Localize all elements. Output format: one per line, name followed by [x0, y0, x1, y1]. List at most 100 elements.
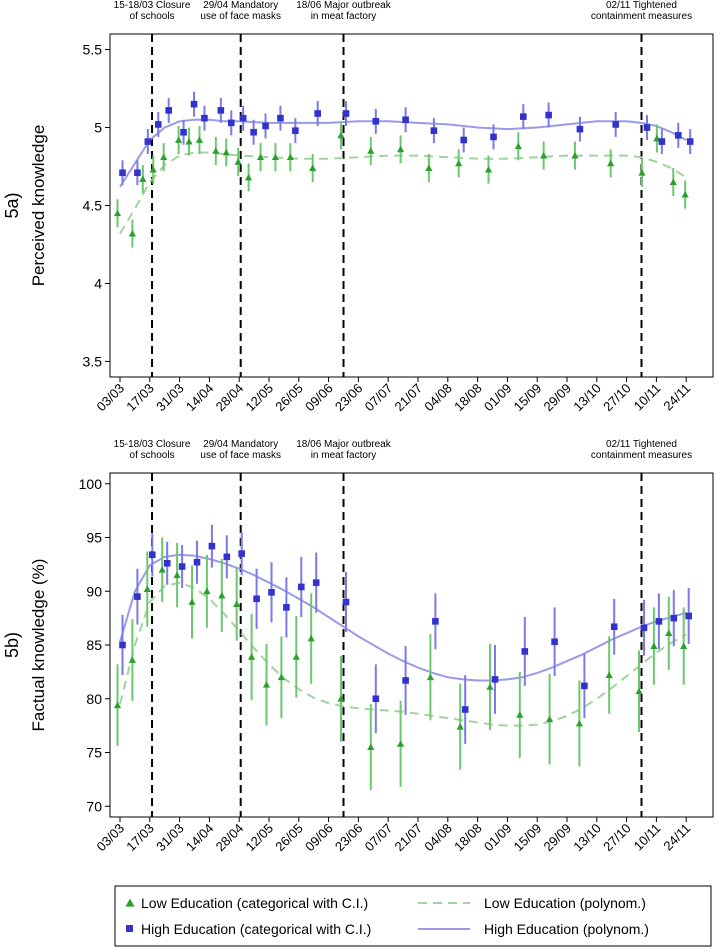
- high-education-point: [149, 551, 156, 558]
- high-education-point: [460, 136, 468, 144]
- high-education-point: [372, 118, 380, 125]
- event-label: 02/11 Tightened containment measures: [591, 0, 692, 22]
- low-education-point: [160, 153, 168, 161]
- high-education-point: [576, 125, 584, 133]
- high-education-point: [640, 624, 648, 632]
- high-education-point: [342, 598, 350, 606]
- y-tick-label: 80: [86, 691, 102, 707]
- low-education-point: [222, 148, 230, 156]
- low-education-point: [128, 656, 136, 663]
- x-tick-label: 01/09: [481, 821, 515, 855]
- low-education-point: [397, 740, 405, 747]
- x-tick-label: 18/08: [451, 821, 485, 855]
- high-education-point: [521, 648, 529, 655]
- x-tick-label: 03/03: [94, 381, 128, 415]
- high-education-point: [119, 169, 126, 177]
- legend-low-points-marker: [125, 898, 135, 907]
- x-tick-label: 27/10: [600, 821, 634, 855]
- x-tick-label: 14/04: [183, 821, 217, 855]
- plot-frame: [109, 33, 714, 378]
- high-education-point: [250, 128, 257, 136]
- high-education-point: [402, 677, 409, 684]
- event-label: 29/04 Mandatory use of face masks: [200, 0, 281, 22]
- high-education-point: [239, 114, 247, 122]
- panel-5a: 3.5 4 4.5 5 5.5 03/0317/0331/0314/0428/0412/0…: [2, 0, 714, 415]
- x-tick-label: 28/04: [213, 381, 247, 415]
- x-tick-label: 17/03: [123, 821, 157, 855]
- x-tick-label: 27/10: [600, 381, 634, 415]
- event-label: 29/04 Mandatory use of face masks: [200, 439, 281, 461]
- low-education-point: [514, 142, 522, 150]
- low-education-point: [484, 166, 493, 173]
- high-education-curve: [119, 553, 687, 682]
- y-tick-label: 4: [94, 275, 102, 291]
- low-education-point: [337, 131, 345, 139]
- low-education-point: [233, 600, 241, 608]
- high-education-point: [154, 121, 162, 128]
- high-education-point: [165, 107, 172, 114]
- low-education-point: [248, 653, 256, 660]
- legend: Low Education (categorical with C.I.) Hi…: [114, 885, 712, 947]
- x-tick-label: 12/05: [243, 381, 277, 415]
- high-education-point: [163, 560, 171, 567]
- x-tick-label: 15/09: [511, 381, 545, 415]
- low-education-point: [455, 159, 463, 167]
- low-education-point: [212, 147, 220, 154]
- y-tick-label: 95: [86, 530, 102, 546]
- low-education-point: [286, 153, 294, 161]
- low-education-point: [307, 634, 315, 642]
- low-education-point: [571, 152, 579, 159]
- low-education-point: [143, 585, 151, 592]
- high-education-point: [277, 114, 284, 122]
- x-tick-label: 28/04: [213, 821, 247, 855]
- x-tick-label: 21/07: [392, 381, 426, 415]
- event-label: 15-18/03 Closure of schools: [114, 439, 191, 461]
- x-tick-label: 29/09: [541, 381, 575, 415]
- high-education-point: [227, 119, 235, 127]
- low-education-point: [292, 653, 300, 660]
- panel-label: 5b): [2, 632, 22, 658]
- high-education-point: [461, 706, 469, 713]
- low-education-point: [113, 209, 122, 217]
- y-tick-label: 5.5: [83, 42, 103, 58]
- high-education-point: [545, 111, 552, 119]
- y-tick-label: 5: [94, 120, 102, 136]
- y-axis-label: Factual knowledge (%): [29, 559, 48, 732]
- x-tick-label: 14/04: [183, 381, 217, 415]
- x-tick-label: 07/07: [362, 381, 396, 415]
- low-education-point: [546, 715, 554, 723]
- x-tick-label: 23/06: [332, 381, 366, 415]
- high-education-point: [342, 110, 350, 117]
- y-tick-label: 90: [86, 583, 102, 599]
- low-education-point: [426, 673, 434, 681]
- x-tick-label: 12/05: [243, 821, 277, 855]
- low-education-point: [203, 587, 211, 595]
- y-tick-label: 85: [86, 637, 102, 653]
- panel-5b: 70 75 80 85 90 95 100 03/0317/0331/0314/0428/04…: [2, 439, 714, 855]
- low-education-point: [245, 173, 253, 181]
- x-tick-label: 03/03: [94, 821, 128, 855]
- low-education-point: [256, 153, 265, 161]
- low-education-point: [234, 158, 242, 165]
- low-education-point: [650, 642, 658, 649]
- x-tick-label: 23/06: [332, 821, 366, 855]
- low-education-point: [185, 137, 193, 145]
- low-education-point: [271, 153, 280, 161]
- high-education-point: [193, 558, 201, 566]
- low-education-point: [669, 178, 677, 185]
- x-tick-label: 26/05: [272, 381, 306, 415]
- low-education-point: [540, 152, 548, 159]
- high-education-point: [201, 114, 208, 122]
- high-education-point: [268, 589, 275, 596]
- legend-high-points-marker: [126, 925, 133, 932]
- high-education-point: [612, 121, 619, 128]
- low-education-point: [195, 136, 204, 143]
- high-education-point: [658, 138, 666, 145]
- low-education-point: [665, 629, 673, 637]
- high-education-point: [253, 595, 260, 603]
- high-education-point: [312, 579, 320, 586]
- low-education-point: [188, 598, 196, 605]
- low-education-curve: [119, 581, 687, 727]
- x-tick-label: 10/11: [631, 821, 664, 854]
